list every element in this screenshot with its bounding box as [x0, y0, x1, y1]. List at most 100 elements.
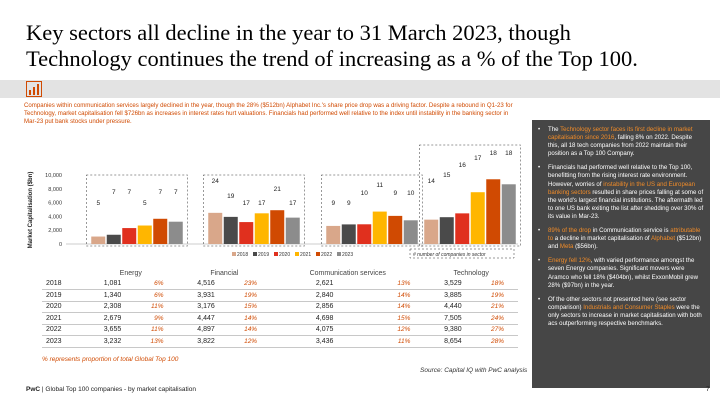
value-cell: 3,232: [84, 335, 124, 348]
year-cell: 2019: [42, 289, 84, 302]
bar: [270, 210, 285, 244]
value-cell: 1,340: [84, 289, 124, 302]
highlighted-text: Industrials and Consumer Staples: [583, 303, 675, 311]
title-line-2: Technology continues the trend of increa…: [26, 46, 638, 71]
year-cell: 2018: [42, 278, 84, 290]
value-cell: 3,176: [177, 301, 217, 313]
highlighted-text: Energy fell 12%: [548, 257, 591, 265]
bullet-text: ($512bn) and: [548, 235, 702, 251]
chart-icon: [26, 81, 42, 97]
bullet-text: , with varied performance amongst the se…: [548, 257, 699, 289]
table-row: 2022 3,655 11% 4,897 14% 4,075 12% 9,380 27%: [42, 324, 518, 336]
legend-swatch: [253, 252, 257, 256]
legend-swatch: [316, 252, 320, 256]
y-tick-label: 4,000: [48, 214, 62, 220]
value-cell: 2,679: [84, 312, 124, 325]
col-header-financial: Financial: [210, 269, 239, 277]
table-row: 2020 2,308 11% 3,176 15% 2,856 14% 4,440 21%: [42, 301, 518, 313]
value-cell: 2,621: [271, 278, 336, 290]
legend-label: 2018: [237, 252, 248, 258]
sector-group-box: [321, 174, 423, 247]
value-cell: 3,436: [271, 335, 336, 348]
bar: [326, 225, 341, 244]
chart-svg: Market Capitalisation ($bn) 0 2,000 4,000 6,…: [28, 144, 521, 259]
legend-label: 2019: [258, 252, 269, 258]
company-count-label: 7: [174, 189, 178, 196]
company-count-label: 7: [112, 189, 116, 196]
company-count-label: 18: [505, 150, 513, 157]
y-tick-label: 8,000: [48, 187, 62, 193]
company-count-label: 5: [96, 200, 100, 207]
bullet-text: Financials had performed well relative t…: [548, 164, 693, 188]
table-row: 2019 1,340 6% 3,931 19% 2,840 14% 3,885 19%: [42, 289, 518, 302]
company-count-label: 17: [289, 200, 297, 207]
bullet-text: resulted in share prices falling at some…: [548, 188, 704, 220]
bar: [106, 234, 121, 244]
company-count-label: 16: [459, 162, 467, 169]
bar: [137, 225, 152, 244]
company-count-label: 14: [428, 178, 436, 185]
value-cell: 7,505: [424, 312, 464, 325]
y-tick-label: 6,000: [48, 201, 62, 207]
intro-text: Companies within communication services …: [24, 102, 513, 126]
value-cell: 4,440: [424, 301, 464, 313]
y-tick-label: 0: [59, 242, 62, 248]
bar: [285, 217, 300, 244]
table-note: % represents proportion of total Global …: [42, 356, 179, 363]
sidebar-bullets: The Technology sector faces its first de…: [536, 126, 704, 328]
value-cell: 4,897: [177, 324, 217, 336]
value-cell: 2,308: [84, 301, 124, 313]
year-cell: 2022: [42, 324, 84, 336]
y-axis-label: Market Capitalisation ($bn): [28, 172, 34, 249]
bar: [372, 211, 387, 244]
bar: [91, 236, 106, 244]
table-row: 2018 1,081 6% 4,516 23% 2,621 13% 3,529 18%: [42, 278, 518, 290]
bar: [153, 218, 168, 244]
sector-group-box: [203, 174, 305, 247]
percent-cell: 23%: [216, 278, 272, 290]
bullet-text: were the only sectors to increase in mar…: [548, 303, 702, 327]
legend-note-box: [409, 248, 515, 259]
footer-brand: PwC: [26, 386, 41, 393]
year-cell: 2021: [42, 312, 84, 325]
market-cap-chart: Market Capitalisation ($bn) 0 2,000 4,000 6,…: [20, 125, 525, 265]
company-count-label: 19: [227, 193, 235, 200]
percent-cell: 15%: [216, 301, 272, 313]
bar: [486, 179, 501, 244]
col-header-technology: Technology: [453, 269, 489, 277]
legend-swatch: [337, 252, 341, 256]
year-cell: 2023: [42, 335, 84, 348]
company-count-label: 9: [347, 200, 351, 207]
highlighted-text: instability in the US and European banki…: [548, 180, 696, 196]
company-count-label: 9: [331, 200, 335, 207]
y-tick-label: 2,000: [48, 228, 62, 234]
bar: [223, 216, 238, 244]
company-count-label: 17: [474, 155, 482, 162]
value-cell: 4,698: [271, 312, 336, 325]
col-header-communication: Communication services: [309, 269, 386, 277]
value-cell: 2,840: [271, 289, 336, 302]
sector-group-box: [86, 174, 188, 247]
percent-cell: 12%: [216, 335, 272, 348]
legend-label: 2021: [300, 252, 311, 258]
value-cell: 3,885: [424, 289, 464, 302]
value-cell: 3,822: [177, 335, 217, 348]
company-count-label: 11: [376, 182, 383, 189]
year-cell: 2020: [42, 301, 84, 313]
sidebar-panel: The Technology sector faces its first de…: [532, 120, 710, 388]
bar: [341, 224, 356, 244]
percent-cell: 12%: [335, 324, 425, 336]
bar: [254, 213, 269, 244]
bar: [470, 192, 485, 244]
company-count-label: 17: [258, 200, 266, 207]
percent-cell: 14%: [216, 312, 272, 325]
page-title: Key sectors all decline in the year to 3…: [26, 20, 706, 72]
company-count-label: 7: [127, 189, 131, 196]
bar: [357, 224, 372, 244]
highlighted-text: Alphabet: [651, 235, 676, 243]
footer-text: | Global Top 100 companies - by market c…: [40, 386, 196, 393]
legend-note: # number of companies in sector: [413, 252, 486, 258]
percent-cell: 14%: [216, 324, 272, 336]
company-count-label: 15: [443, 172, 451, 179]
value-cell: 1,081: [84, 278, 124, 290]
